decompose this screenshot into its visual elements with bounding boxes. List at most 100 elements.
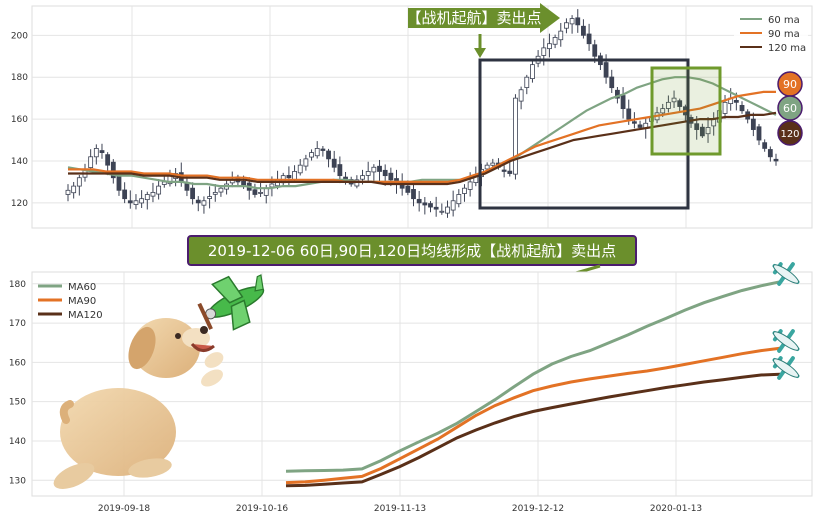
- candle-body: [694, 123, 700, 130]
- bottom-x-tick-label: 2019-12-12: [512, 504, 564, 514]
- candle-body: [507, 170, 513, 174]
- legend-label-ma60: MA60: [68, 282, 96, 293]
- candle-body: [93, 148, 99, 158]
- candle-body: [637, 124, 643, 128]
- candle-body: [767, 149, 773, 158]
- candle-body: [212, 191, 218, 195]
- candle-body: [750, 118, 756, 130]
- candle-body: [422, 202, 428, 206]
- candle-body: [615, 89, 620, 99]
- candle-body: [65, 189, 71, 195]
- candle-body: [411, 189, 416, 200]
- badge-90-text: 90: [783, 78, 797, 91]
- candle-body: [524, 76, 530, 88]
- candle-body: [297, 164, 303, 174]
- candle-body: [439, 210, 445, 213]
- sell-zone-box: [478, 58, 690, 210]
- crossover-box: [650, 66, 722, 156]
- candle-body: [518, 89, 524, 102]
- candle-body: [513, 97, 518, 175]
- candle-body: [530, 64, 535, 79]
- candle-body: [150, 191, 156, 197]
- top-panel: 120 140 160 180 200 【战机起航】卖出点 60 ma 90 ma 12…: [11, 3, 813, 229]
- candle-body: [699, 126, 705, 137]
- candle-body: [105, 154, 111, 166]
- middle-banner-text: 2019-12-06 60日,90日,120日均线形成【战机起航】卖出点: [208, 242, 616, 260]
- top-banner-text: 【战机起航】卖出点: [406, 9, 541, 27]
- candle-body: [416, 198, 422, 204]
- top-y-tick-labels: 120 140 160 180 200: [11, 31, 28, 209]
- candle-body: [445, 206, 450, 214]
- candle-body: [586, 33, 592, 45]
- candle-body: [258, 191, 263, 194]
- candle-body: [405, 185, 411, 193]
- bottom-y-tick-label: 180: [9, 280, 26, 290]
- top-moving-averages: [67, 76, 777, 190]
- candle-body: [660, 108, 666, 114]
- candle-body: [88, 156, 94, 168]
- bottom-y-tick-label: 160: [9, 358, 26, 368]
- candle-body: [756, 126, 762, 141]
- candle-body: [71, 185, 77, 194]
- candle-body: [218, 187, 224, 193]
- legend-label-60: 60 ma: [768, 15, 800, 26]
- bottom-y-tick-label: 140: [9, 437, 26, 447]
- candle-body: [326, 150, 331, 160]
- candle-body: [190, 187, 196, 200]
- candle-body: [195, 199, 201, 204]
- candle-body: [773, 158, 779, 162]
- candle-body: [575, 17, 581, 26]
- candle-body: [733, 99, 739, 103]
- candle-body: [484, 164, 490, 170]
- candle-body: [558, 30, 564, 41]
- candle-body: [677, 100, 683, 107]
- candle-body: [365, 171, 371, 176]
- candle-body: [252, 189, 258, 195]
- candle-body: [467, 181, 473, 190]
- candle-body: [382, 169, 388, 177]
- candle-body: [739, 104, 745, 112]
- candle-body: [541, 47, 547, 56]
- bottom-legend: MA60 MA90 MA120: [38, 282, 103, 321]
- top-y-tick-label: 120: [11, 199, 28, 209]
- top-ma-line-90-ma: [68, 90, 776, 183]
- candle-body: [360, 175, 365, 180]
- bottom-y-tick-label: 150: [9, 398, 26, 408]
- airplane-icon: [772, 356, 800, 380]
- toy-airplane-icon: [197, 274, 265, 331]
- airplane-icon: [772, 329, 800, 353]
- legend-label-120: 120 ma: [768, 43, 806, 54]
- bottom-ma-line-MA90: [285, 346, 781, 485]
- candle-body: [632, 121, 637, 124]
- candle-body: [547, 43, 552, 50]
- bottom-ma-line-MA120: [285, 372, 781, 488]
- candle-body: [722, 101, 728, 114]
- badge-90: 90: [777, 71, 803, 97]
- candle-body: [127, 200, 133, 204]
- airplane-icon: [772, 262, 800, 286]
- bottom-moving-averages: [285, 280, 781, 488]
- candle-body: [456, 194, 462, 205]
- bottom-y-tick-label: 170: [9, 319, 26, 329]
- candle-body: [592, 44, 598, 57]
- candle-body: [490, 162, 496, 166]
- bottom-x-tick-labels: 2019-09-18 2019-10-16 2019-11-13 2019-12-12…: [98, 504, 702, 514]
- legend-label-ma120: MA120: [68, 310, 103, 321]
- top-y-tick-label: 180: [11, 73, 28, 83]
- candle-body: [620, 95, 626, 110]
- candle-body: [303, 158, 309, 167]
- candle-body: [433, 206, 439, 210]
- candle-body: [207, 196, 213, 199]
- badge-60-text: 60: [783, 102, 797, 115]
- candle-body: [309, 152, 314, 158]
- candle-body: [269, 183, 275, 188]
- candle-body: [569, 18, 575, 25]
- top-ma-line-60-ma: [67, 76, 777, 190]
- candle-body: [314, 148, 320, 157]
- top-y-tick-label: 200: [11, 31, 28, 41]
- bottom-y-tick-labels: 130 140 150 160 170 180: [9, 280, 26, 486]
- candle-body: [110, 161, 116, 179]
- bottom-x-tick-label: 2020-01-13: [650, 504, 702, 514]
- candle-body: [144, 194, 150, 201]
